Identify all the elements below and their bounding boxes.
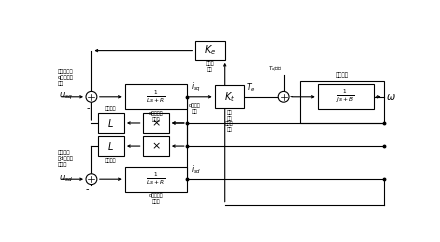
Text: $\frac{1}{Js+B}$: $\frac{1}{Js+B}$ (336, 88, 355, 105)
Bar (143, 136, 169, 156)
Text: $L$: $L$ (107, 140, 114, 152)
Text: -: - (86, 185, 89, 195)
Text: $\frac{1}{Ls+R}$: $\frac{1}{Ls+R}$ (146, 171, 165, 187)
Text: 电机电感: 电机电感 (105, 158, 117, 163)
Bar (98, 136, 124, 156)
Text: d坐标系变
换方程: d坐标系变 换方程 (148, 193, 163, 204)
Circle shape (86, 174, 97, 185)
Text: $\times$: $\times$ (151, 118, 161, 128)
Text: 定子电压在
q坐标系下
投影: 定子电压在 q坐标系下 投影 (57, 69, 73, 86)
Text: $\frac{1}{Ls+R}$: $\frac{1}{Ls+R}$ (146, 89, 165, 105)
Text: 数控对象: 数控对象 (335, 73, 348, 78)
Bar (300, 81, 384, 123)
Bar (215, 85, 244, 108)
Text: $\times$: $\times$ (151, 141, 161, 151)
Text: 定子电压
在d坐标系
下投影: 定子电压 在d坐标系 下投影 (57, 150, 73, 167)
Bar (195, 41, 225, 60)
Text: $K_t$: $K_t$ (224, 90, 235, 104)
Text: 电机
转矩
反电势
函数: 电机 转矩 反电势 函数 (225, 110, 234, 132)
Text: $L$: $L$ (107, 117, 114, 129)
Bar (98, 113, 124, 133)
Circle shape (86, 91, 97, 102)
Text: $u_{sd}$: $u_{sd}$ (59, 174, 73, 184)
Text: $i_{sd}$: $i_{sd}$ (191, 164, 202, 176)
Text: $K_e$: $K_e$ (204, 44, 216, 58)
Bar (143, 113, 169, 133)
Bar (125, 84, 187, 109)
Text: $T_{d_i}$干扰: $T_{d_i}$干扰 (268, 64, 282, 74)
Text: q坐标系
电流: q坐标系 电流 (189, 103, 200, 114)
Text: q坐标系变
换方程: q坐标系变 换方程 (148, 111, 163, 122)
Text: $u_{sq}$: $u_{sq}$ (59, 91, 73, 102)
Bar (318, 84, 374, 109)
Text: 反电势
函数: 反电势 函数 (205, 61, 214, 72)
Text: $\omega$: $\omega$ (386, 92, 396, 102)
Circle shape (278, 91, 289, 102)
Text: $i_{sq}$: $i_{sq}$ (191, 81, 202, 94)
Text: -: - (87, 103, 90, 113)
Text: -: - (290, 91, 293, 101)
Text: 电机电感: 电机电感 (105, 106, 117, 111)
Bar (125, 167, 187, 191)
Text: $T_e$: $T_e$ (246, 81, 255, 94)
